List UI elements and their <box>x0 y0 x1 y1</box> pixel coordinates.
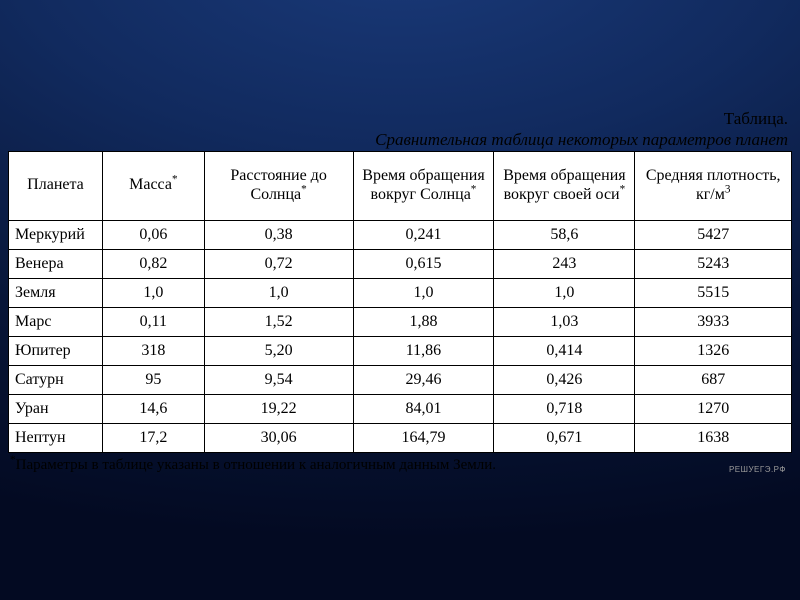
value-cell: 1270 <box>635 394 792 423</box>
value-cell: 0,414 <box>494 336 635 365</box>
table-header-row: ПланетаМасса*Расстояние до Солнца*Время … <box>9 151 792 220</box>
planet-name-cell: Уран <box>9 394 103 423</box>
value-cell: 14,6 <box>102 394 204 423</box>
table-row: Нептун17,230,06164,790,6711638 <box>9 423 792 452</box>
col-header-4: Время обращения вокруг своей оси* <box>494 151 635 220</box>
value-cell: 0,718 <box>494 394 635 423</box>
value-cell: 1,0 <box>353 278 494 307</box>
col-header-3: Время обращения вокруг Солнца* <box>353 151 494 220</box>
planets-table: ПланетаМасса*Расстояние до Солнца*Время … <box>8 151 792 453</box>
col-header-1: Масса* <box>102 151 204 220</box>
value-cell: 0,38 <box>204 220 353 249</box>
value-cell: 5243 <box>635 249 792 278</box>
heading-caption: Сравнительная таблица некоторых параметр… <box>8 129 788 150</box>
value-cell: 687 <box>635 365 792 394</box>
planet-name-cell: Марс <box>9 307 103 336</box>
table-row: Сатурн959,5429,460,426687 <box>9 365 792 394</box>
value-cell: 1,03 <box>494 307 635 336</box>
table-row: Марс0,111,521,881,033933 <box>9 307 792 336</box>
value-cell: 5,20 <box>204 336 353 365</box>
value-cell: 95 <box>102 365 204 394</box>
table-row: Венера0,820,720,6152435243 <box>9 249 792 278</box>
value-cell: 84,01 <box>353 394 494 423</box>
col-header-0: Планета <box>9 151 103 220</box>
planet-name-cell: Земля <box>9 278 103 307</box>
table-heading: Таблица. Сравнительная таблица некоторых… <box>8 108 792 151</box>
planet-name-cell: Венера <box>9 249 103 278</box>
value-cell: 0,11 <box>102 307 204 336</box>
planet-name-cell: Нептун <box>9 423 103 452</box>
value-cell: 0,82 <box>102 249 204 278</box>
value-cell: 164,79 <box>353 423 494 452</box>
col-header-5: Средняя плотность, кг/м3 <box>635 151 792 220</box>
content-block: Таблица. Сравнительная таблица некоторых… <box>8 108 792 476</box>
col-header-2: Расстояние до Солнца* <box>204 151 353 220</box>
planet-name-cell: Сатурн <box>9 365 103 394</box>
value-cell: 5427 <box>635 220 792 249</box>
value-cell: 1,0 <box>494 278 635 307</box>
table-row: Меркурий0,060,380,24158,65427 <box>9 220 792 249</box>
table-row: Земля1,01,01,01,05515 <box>9 278 792 307</box>
heading-label: Таблица. <box>8 108 788 129</box>
table-body: Меркурий0,060,380,24158,65427Венера0,820… <box>9 220 792 452</box>
table-row: Юпитер3185,2011,860,4141326 <box>9 336 792 365</box>
value-cell: 1,0 <box>204 278 353 307</box>
planet-name-cell: Юпитер <box>9 336 103 365</box>
value-cell: 11,86 <box>353 336 494 365</box>
value-cell: 0,06 <box>102 220 204 249</box>
slide-background: Таблица. Сравнительная таблица некоторых… <box>0 0 800 600</box>
value-cell: 0,671 <box>494 423 635 452</box>
value-cell: 5515 <box>635 278 792 307</box>
value-cell: 318 <box>102 336 204 365</box>
value-cell: 0,615 <box>353 249 494 278</box>
value-cell: 1326 <box>635 336 792 365</box>
value-cell: 1,88 <box>353 307 494 336</box>
value-cell: 0,241 <box>353 220 494 249</box>
value-cell: 17,2 <box>102 423 204 452</box>
value-cell: 0,72 <box>204 249 353 278</box>
value-cell: 243 <box>494 249 635 278</box>
watermark: РЕШУЕГЭ.РФ <box>729 465 786 474</box>
footnote: *Параметры в таблице указаны в отношении… <box>8 453 792 476</box>
value-cell: 0,426 <box>494 365 635 394</box>
value-cell: 9,54 <box>204 365 353 394</box>
footnote-text: Параметры в таблице указаны в отношении … <box>16 457 496 473</box>
table-head: ПланетаМасса*Расстояние до Солнца*Время … <box>9 151 792 220</box>
value-cell: 1638 <box>635 423 792 452</box>
value-cell: 30,06 <box>204 423 353 452</box>
value-cell: 3933 <box>635 307 792 336</box>
value-cell: 29,46 <box>353 365 494 394</box>
planet-name-cell: Меркурий <box>9 220 103 249</box>
table-row: Уран14,619,2284,010,7181270 <box>9 394 792 423</box>
value-cell: 1,0 <box>102 278 204 307</box>
value-cell: 1,52 <box>204 307 353 336</box>
value-cell: 58,6 <box>494 220 635 249</box>
value-cell: 19,22 <box>204 394 353 423</box>
